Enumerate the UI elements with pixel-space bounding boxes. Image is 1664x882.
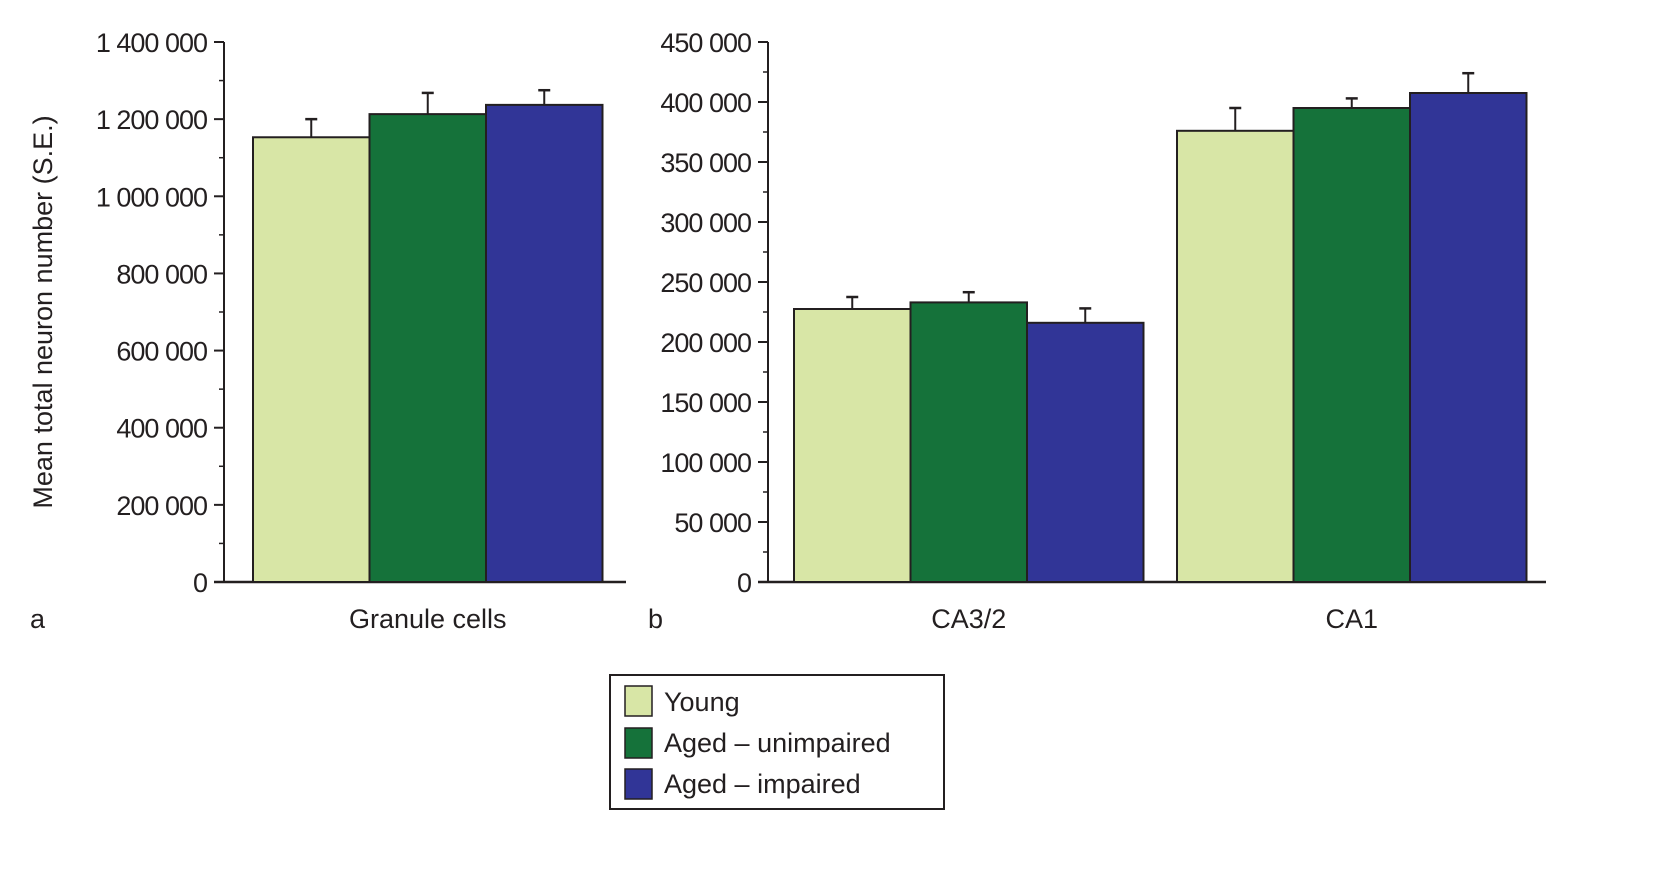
y-tick-label: 1 000 000	[96, 182, 207, 212]
panel-a: 0 200 000 400 000 600 000 800 000 1 000 000 1 …	[96, 28, 626, 634]
y-tick-label: 600 000	[116, 337, 207, 367]
legend-label-aged-unimpaired: Aged – unimpaired	[664, 728, 891, 758]
legend-label-aged-impaired: Aged – impaired	[664, 769, 861, 799]
y-tick-label: 250 000	[660, 268, 751, 298]
x-category-label: CA3/2	[931, 604, 1006, 634]
bar-granule-cells-aged-unimpaired	[368, 113, 487, 583]
y-tick-label: 450 000	[660, 28, 751, 58]
bar-ca1-aged-impaired	[1409, 92, 1528, 583]
bar-granule-cells-young	[252, 136, 371, 583]
bar-ca3-2-young	[793, 308, 912, 583]
bar-granule-cells-aged-impaired	[485, 103, 604, 583]
bar-ca1-young	[1176, 129, 1295, 584]
panel-b: 0 50 000 100 000 150 000 200 000 250 000 300 0…	[660, 28, 1546, 634]
bar-ca3-2-aged-unimpaired	[909, 301, 1028, 583]
bar-ca1-aged-unimpaired	[1292, 107, 1411, 583]
y-axis-label: Mean total neuron number (S.E.)	[28, 115, 58, 508]
panel-label-b: b	[648, 604, 663, 634]
y-tick-label: 1 400 000	[96, 28, 207, 58]
y-tick-label: 0	[193, 568, 207, 598]
y-tick-label: 150 000	[660, 388, 751, 418]
y-tick-label: 400 000	[116, 414, 207, 444]
y-tick-label: 200 000	[660, 328, 751, 358]
y-tick-label: 0	[737, 568, 751, 598]
y-tick-label: 800 000	[116, 259, 207, 289]
panel-label-a: a	[30, 604, 46, 634]
y-tick-label: 350 000	[660, 148, 751, 178]
y-tick-label: 300 000	[660, 208, 751, 238]
legend: Young Aged – unimpaired Aged – impaired	[609, 674, 945, 810]
legend-label-young: Young	[664, 687, 740, 717]
legend-box	[609, 674, 945, 810]
y-tick-label: 1 200 000	[96, 105, 207, 135]
x-category-label: CA1	[1325, 604, 1378, 634]
y-tick-label: 50 000	[674, 508, 751, 538]
x-category-label: Granule cells	[349, 604, 507, 634]
legend-swatch-young	[624, 685, 653, 717]
y-tick-label: 100 000	[660, 448, 751, 478]
y-tick-label: 400 000	[660, 88, 751, 118]
bar-ca3-2-aged-impaired	[1026, 321, 1145, 583]
y-tick-label: 200 000	[116, 491, 207, 521]
legend-swatch-aged-impaired	[624, 768, 653, 800]
legend-swatch-aged-unimpaired	[624, 727, 653, 759]
